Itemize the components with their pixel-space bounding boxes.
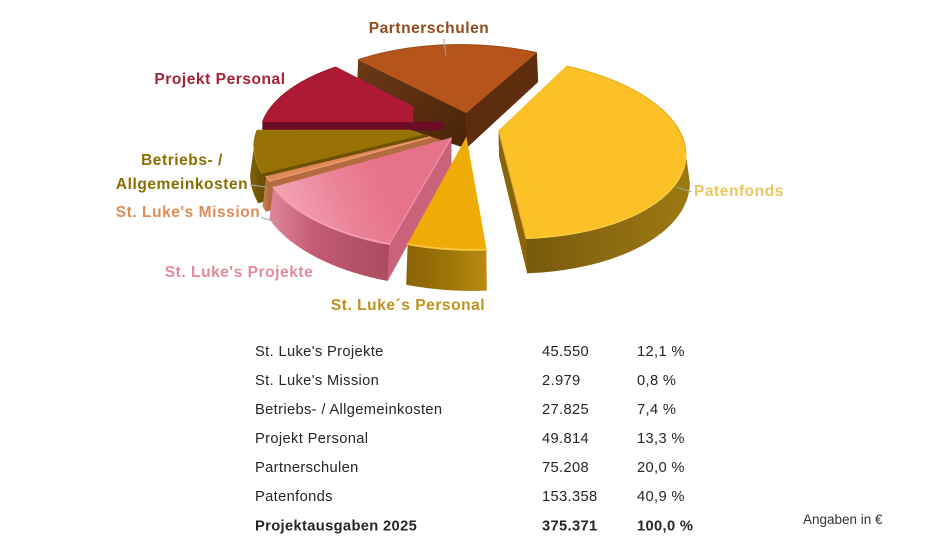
svg-text:100,0 %: 100,0 % — [637, 518, 693, 534]
svg-text:Patenfonds: Patenfonds — [694, 183, 784, 200]
svg-text:0,8 %: 0,8 % — [637, 373, 676, 389]
svg-text:Betriebs- /: Betriebs- / — [141, 152, 223, 169]
svg-text:St. Luke's Projekte: St. Luke's Projekte — [165, 264, 314, 281]
svg-text:Projekt Personal: Projekt Personal — [255, 431, 368, 447]
svg-text:St. Luke's Projekte: St. Luke's Projekte — [255, 344, 384, 360]
svg-text:27.825: 27.825 — [542, 402, 589, 418]
svg-text:49.814: 49.814 — [542, 431, 589, 447]
svg-text:Projekt Personal: Projekt Personal — [154, 71, 285, 88]
svg-text:Betriebs- / Allgemeinkosten: Betriebs- / Allgemeinkosten — [255, 402, 442, 418]
svg-text:75.208: 75.208 — [542, 460, 589, 476]
svg-text:St. Luke's Mission: St. Luke's Mission — [255, 373, 379, 389]
svg-text:13,3 %: 13,3 % — [637, 431, 685, 447]
svg-text:Allgemeinkosten: Allgemeinkosten — [116, 176, 248, 193]
svg-text:40,9 %: 40,9 % — [637, 489, 685, 505]
svg-text:Projektausgaben 2025: Projektausgaben 2025 — [255, 518, 417, 534]
svg-text:Angaben in €: Angaben in € — [803, 512, 883, 527]
svg-text:20,0 %: 20,0 % — [637, 460, 685, 476]
svg-text:12,1 %: 12,1 % — [637, 344, 685, 360]
svg-text:7,4 %: 7,4 % — [637, 402, 676, 418]
svg-text:375.371: 375.371 — [542, 518, 598, 534]
svg-text:153.358: 153.358 — [542, 489, 598, 505]
svg-text:St. Luke´s Personal: St. Luke´s Personal — [331, 297, 485, 314]
svg-text:45.550: 45.550 — [542, 344, 589, 360]
svg-text:Partnerschulen: Partnerschulen — [255, 460, 359, 476]
svg-text:Partnerschulen: Partnerschulen — [369, 20, 490, 37]
svg-text:St. Luke's Mission: St. Luke's Mission — [116, 204, 261, 221]
svg-text:Patenfonds: Patenfonds — [255, 489, 333, 505]
svg-text:2.979: 2.979 — [542, 373, 581, 389]
